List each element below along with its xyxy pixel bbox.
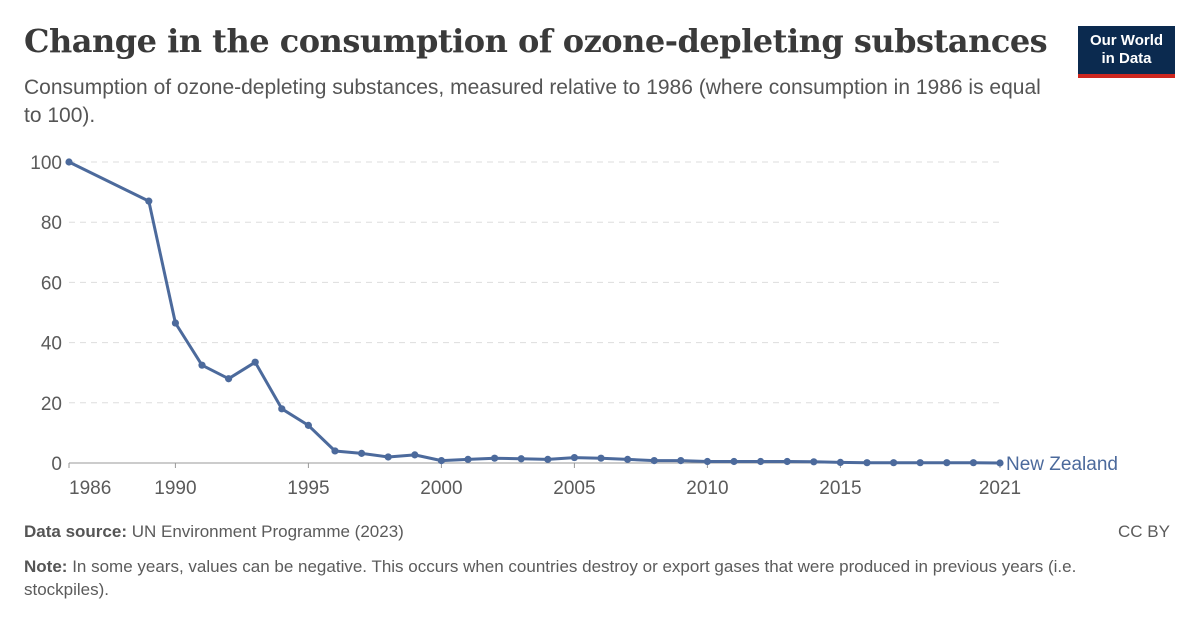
x-tick-label: 1986 <box>69 478 111 499</box>
data-point <box>331 447 339 455</box>
y-tick-label: 60 <box>41 273 62 294</box>
x-tick-label: 1995 <box>287 478 329 499</box>
note-label: Note: <box>24 557 68 576</box>
axes: 0 20 40 60 80 100 1986 1990 1995 2000 2005 2010 2015… <box>30 153 1021 499</box>
chart-subtitle: Consumption of ozone-depleting substance… <box>24 76 1041 127</box>
source-text[interactable]: UN Environment Programme (2023) <box>131 522 404 541</box>
data-point <box>783 457 791 466</box>
chart-note: Note: In some years, values can be negat… <box>24 555 1144 601</box>
data-point <box>251 358 259 366</box>
data-point <box>570 453 579 462</box>
x-tick-label: 2000 <box>420 478 462 499</box>
data-point <box>624 455 632 463</box>
chart-title: Change in the consumption of ozone-deple… <box>24 22 1048 60</box>
data-point <box>544 455 552 463</box>
x-tick-label: 2015 <box>819 478 861 499</box>
data-point <box>198 361 206 369</box>
data-point <box>757 457 765 466</box>
x-tick-label: 2021 <box>979 478 1021 499</box>
data-point <box>703 457 712 466</box>
series-layer: New Zealand <box>65 158 1118 475</box>
data-point <box>916 459 924 467</box>
data-point <box>597 454 605 462</box>
license-link[interactable]: CC BY <box>1118 522 1170 541</box>
data-point <box>65 158 73 166</box>
data-point <box>677 456 685 465</box>
data-point <box>304 421 312 429</box>
y-tick-label: 20 <box>41 394 62 415</box>
data-point <box>358 449 366 457</box>
data-source: Data source: UN Environment Programme (2… <box>24 522 404 542</box>
x-tick-label: 1990 <box>154 478 196 499</box>
grid-lines <box>69 161 1000 404</box>
data-point <box>491 454 499 462</box>
data-point <box>836 458 845 466</box>
data-point <box>810 458 818 466</box>
y-tick-label: 40 <box>41 334 62 355</box>
series-line <box>67 160 1002 465</box>
data-point <box>145 197 153 205</box>
data-point <box>996 459 1004 467</box>
y-tick-label: 80 <box>41 213 62 234</box>
x-tick-label: 2010 <box>686 478 728 499</box>
data-point <box>384 453 392 461</box>
logo-line-2: in Data <box>1101 50 1152 67</box>
logo-line-1: Our World <box>1089 32 1164 49</box>
data-point <box>464 455 472 463</box>
y-tick-label: 0 <box>51 454 62 475</box>
data-point <box>171 319 179 327</box>
data-point <box>969 459 978 467</box>
x-tick-label: 2005 <box>553 478 595 499</box>
data-point <box>225 375 233 383</box>
data-point <box>863 459 871 467</box>
data-point <box>437 456 445 465</box>
data-point <box>730 457 738 466</box>
series-label: New Zealand <box>1006 454 1118 475</box>
source-label: Data source: <box>24 522 127 541</box>
data-point <box>517 455 525 463</box>
data-point <box>890 459 898 467</box>
owid-logo[interactable]: Our World in Data <box>1078 26 1175 78</box>
line-chart: 0 20 40 60 80 100 1986 1990 1995 2000 2005 2010 2015… <box>30 153 1118 499</box>
data-point <box>650 456 658 465</box>
data-point <box>943 459 951 467</box>
data-point <box>278 405 286 413</box>
data-point <box>411 451 419 459</box>
y-tick-label: 100 <box>30 153 62 174</box>
note-text: In some years, values can be negative. T… <box>24 557 1077 599</box>
